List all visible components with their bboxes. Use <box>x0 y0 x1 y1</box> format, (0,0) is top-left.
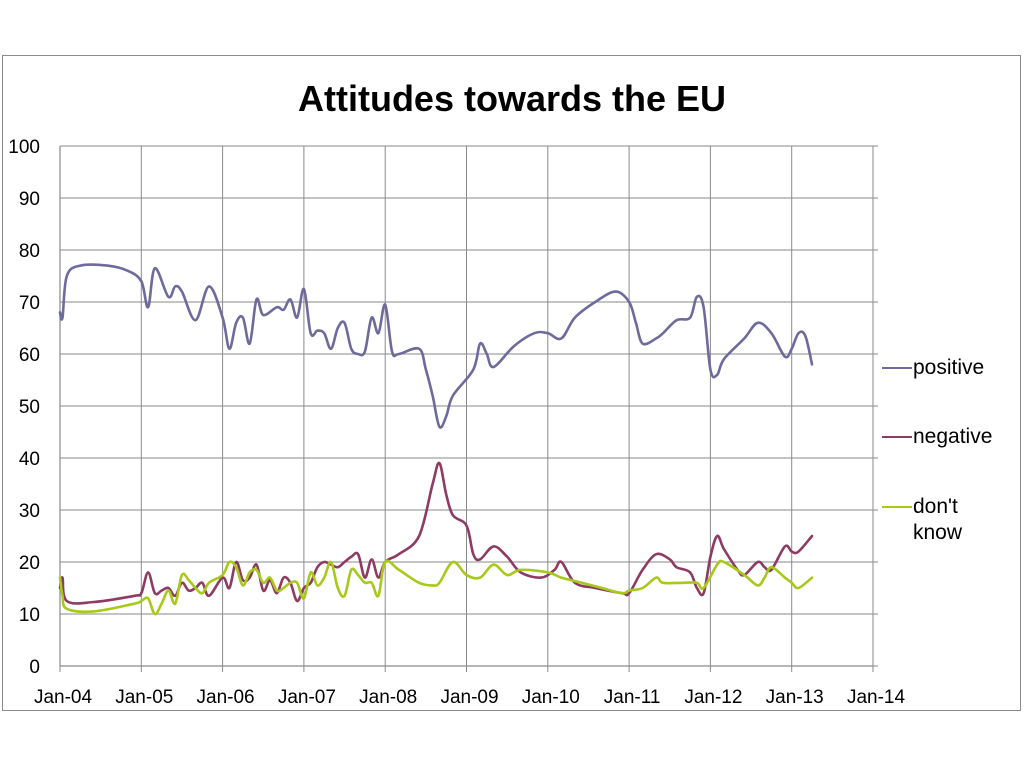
y-tick-label: 70 <box>19 293 40 314</box>
y-tick-label: 10 <box>19 605 40 626</box>
x-tick-label: Jan-11 <box>604 687 661 708</box>
x-tick-label: Jan-10 <box>522 687 580 708</box>
x-tick-label: Jan-04 <box>34 687 93 708</box>
y-tick-label: 20 <box>19 553 40 574</box>
grid-layer <box>59 145 878 672</box>
x-tick-label: Jan-08 <box>359 687 417 708</box>
x-tick-label: Jan-13 <box>766 687 824 708</box>
legend-swatch-negative <box>882 436 912 438</box>
legend-swatch-positive <box>882 367 912 369</box>
chart-title: Attitudes towards the EU <box>297 78 727 119</box>
x-tick-label: Jan-09 <box>440 687 498 708</box>
series-line-don-t-know <box>58 559 814 616</box>
legend-label-positive: positive <box>913 356 985 379</box>
y-tick-label: 30 <box>19 501 40 522</box>
x-tick-label: Jan-12 <box>684 687 742 708</box>
legend-label-dont-know: don't know <box>913 495 963 544</box>
legend-swatch-dont-know <box>882 506 912 508</box>
y-tick-label: 0 <box>29 657 40 678</box>
series-layer <box>58 263 814 616</box>
legend-label-negative: negative <box>913 425 993 448</box>
x-tick-label: Jan-14 <box>847 687 906 708</box>
series-line-negative <box>58 461 814 605</box>
y-tick-label: 90 <box>19 189 40 210</box>
x-tick-labels: Jan-04 Jan-05 Jan-06 Jan-07 Jan-08 Jan-09 Jan-… <box>34 687 906 708</box>
x-tick-label: Jan-07 <box>278 687 336 708</box>
y-tick-label: 40 <box>19 449 40 470</box>
y-tick-label: 60 <box>19 345 40 366</box>
y-tick-label: 100 <box>8 137 40 158</box>
x-tick-label: Jan-05 <box>115 687 173 708</box>
x-tick-label: Jan-06 <box>197 687 255 708</box>
y-tick-label: 50 <box>19 397 40 418</box>
y-tick-labels: 0 10 20 30 40 50 60 70 80 90 100 <box>8 137 40 678</box>
series-line-positive <box>58 263 814 429</box>
y-tick-label: 80 <box>19 241 40 262</box>
